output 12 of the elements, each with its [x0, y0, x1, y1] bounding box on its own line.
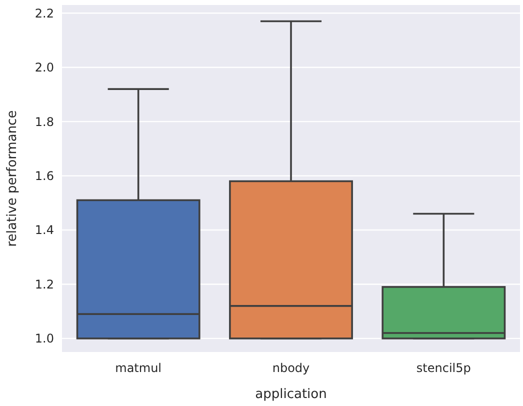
y-tick-label: 2.0 — [34, 60, 54, 75]
y-tick-label: 1.0 — [34, 332, 54, 346]
y-tick-label: 1.6 — [34, 168, 54, 183]
y-tick-label: 2.2 — [34, 6, 54, 20]
x-tick-label: stencil5p — [416, 361, 471, 375]
y-tick-label: 1.2 — [34, 277, 54, 292]
y-tick-label: 1.4 — [34, 223, 54, 238]
x-tick-label: nbody — [272, 361, 310, 375]
y-tick-label: 1.8 — [34, 114, 54, 129]
y-axis-title: relative performance — [5, 110, 20, 247]
x-tick-label: matmul — [115, 361, 162, 375]
x-axis-title: application — [255, 387, 327, 402]
